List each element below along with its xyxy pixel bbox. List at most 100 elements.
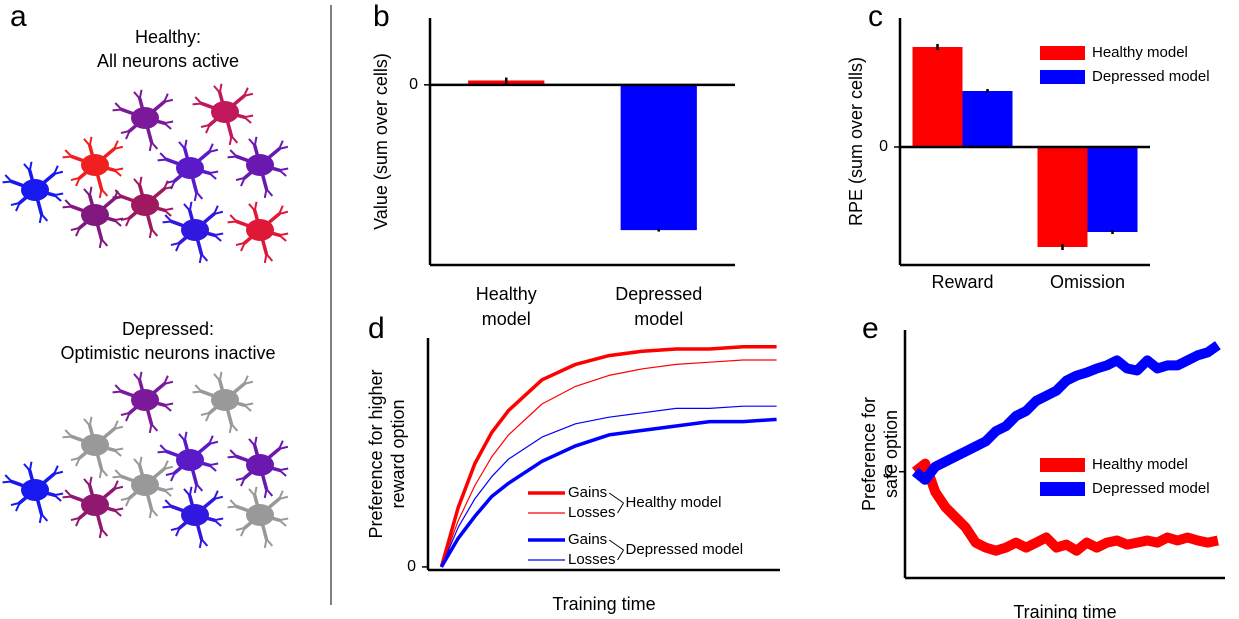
dendrite-branch bbox=[170, 241, 180, 247]
dendrite-branch bbox=[138, 371, 143, 381]
dendrite-branch bbox=[175, 527, 181, 537]
neuron-illustration bbox=[2, 83, 289, 549]
dendrite bbox=[188, 150, 211, 170]
dendrite-branch bbox=[183, 139, 188, 149]
dendrite bbox=[143, 203, 154, 231]
panel-letter: b bbox=[373, 0, 390, 33]
dendrite bbox=[143, 116, 154, 144]
dendrite bbox=[188, 458, 212, 467]
dendrite-branch bbox=[40, 213, 49, 222]
dendrite bbox=[188, 493, 197, 517]
dendrite-branch bbox=[240, 477, 246, 487]
dendrite bbox=[172, 458, 192, 475]
dendrite-branch bbox=[200, 123, 210, 129]
dendrite-branch bbox=[162, 505, 172, 509]
dendrite-branch bbox=[23, 463, 31, 472]
dendrite-branch bbox=[235, 526, 245, 532]
bar bbox=[1087, 147, 1138, 232]
dendrite bbox=[9, 179, 37, 192]
dendrite-branch bbox=[208, 172, 217, 180]
dendrite bbox=[33, 472, 56, 492]
dendrite-branch bbox=[213, 519, 222, 527]
dendrite-branch bbox=[243, 87, 249, 97]
dendrite-branch bbox=[278, 440, 284, 450]
dendrite bbox=[223, 110, 247, 119]
dendrite bbox=[223, 110, 234, 138]
dendrite-branch bbox=[75, 177, 81, 187]
dendrite-branch bbox=[150, 228, 159, 237]
dendrite-branch bbox=[54, 192, 64, 197]
y-axis-label: reward option bbox=[388, 399, 408, 508]
x-tick-label: Omission bbox=[1050, 272, 1125, 292]
neuron bbox=[112, 176, 174, 239]
dendrite-branch bbox=[114, 217, 124, 222]
dendrite-branch bbox=[188, 486, 193, 496]
dendrite-branch bbox=[214, 517, 224, 522]
dendrite bbox=[93, 163, 117, 172]
dendrite-branch bbox=[278, 469, 287, 477]
dendrite bbox=[188, 166, 212, 175]
dendrite bbox=[193, 513, 204, 541]
dendrite-branch bbox=[88, 416, 93, 426]
dendrite bbox=[234, 504, 262, 517]
dendrite-branch bbox=[195, 191, 204, 200]
dendrite bbox=[93, 503, 104, 531]
neuron bbox=[62, 136, 124, 199]
dendrite-branch bbox=[278, 169, 287, 177]
dendrite-branch bbox=[213, 85, 221, 94]
dendrite bbox=[93, 213, 104, 241]
dendrite-branch bbox=[195, 483, 204, 492]
dendrite-branch bbox=[10, 201, 20, 207]
dendrite bbox=[242, 163, 262, 180]
dendrite bbox=[258, 147, 281, 167]
dendrite-branch bbox=[163, 465, 174, 470]
dendrite-branch bbox=[113, 449, 122, 457]
dendrite bbox=[258, 447, 281, 467]
dendrite-branch bbox=[208, 143, 214, 153]
dendrite bbox=[193, 513, 217, 522]
dendrite bbox=[223, 398, 247, 407]
dendrite bbox=[28, 468, 37, 492]
dendrite-branch bbox=[227, 220, 237, 224]
dendrite bbox=[164, 157, 192, 170]
legend-label: Losses bbox=[568, 551, 616, 568]
dendrite bbox=[143, 398, 167, 407]
dendrite-branch bbox=[62, 495, 72, 499]
dendrite-branch bbox=[113, 509, 122, 517]
dendrite-branch bbox=[235, 241, 245, 247]
dendrite-branch bbox=[120, 411, 130, 417]
dendrite-branch bbox=[120, 129, 130, 135]
dendrite-branch bbox=[263, 488, 268, 499]
neuron bbox=[112, 456, 174, 519]
dendrite-branch bbox=[2, 480, 12, 484]
dendrite bbox=[93, 487, 116, 507]
dendrite-branch bbox=[162, 220, 172, 224]
dendrite bbox=[69, 434, 97, 447]
dendrite bbox=[138, 378, 147, 402]
dendrite bbox=[127, 398, 147, 415]
dendrite bbox=[223, 382, 246, 402]
dendrite-branch bbox=[218, 371, 223, 381]
line-series bbox=[439, 417, 777, 568]
dendrite-branch bbox=[279, 467, 289, 472]
dendrite-branch bbox=[213, 373, 221, 382]
neuron bbox=[62, 476, 124, 539]
dendrite-branch bbox=[248, 438, 256, 447]
neuron bbox=[2, 161, 64, 224]
dendrite bbox=[223, 94, 246, 114]
dendrite bbox=[138, 183, 147, 207]
dendrite bbox=[143, 382, 166, 402]
dendrite-branch bbox=[15, 202, 21, 212]
illustration-title: Depressed: bbox=[122, 319, 214, 339]
legend-bracket bbox=[608, 492, 624, 514]
dendrite bbox=[127, 483, 147, 500]
dendrite-branch bbox=[70, 516, 80, 522]
dendrite-branch bbox=[278, 519, 287, 527]
dendrite-branch bbox=[248, 203, 256, 212]
dendrite bbox=[143, 483, 154, 511]
dendrite bbox=[88, 193, 97, 217]
dendrite-branch bbox=[163, 460, 169, 470]
dendrite bbox=[119, 389, 147, 402]
dendrite-branch bbox=[198, 538, 203, 549]
dendrite bbox=[199, 101, 227, 114]
